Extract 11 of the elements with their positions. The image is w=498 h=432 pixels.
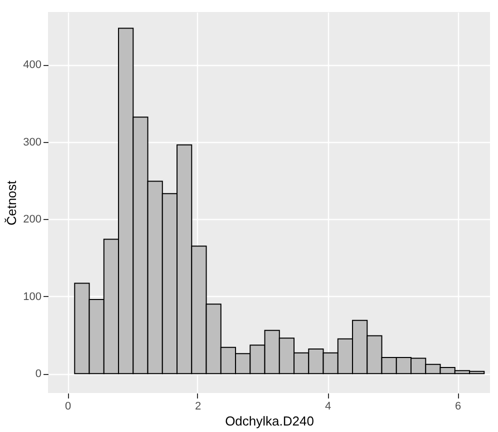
y-axis-title: Četnost xyxy=(4,180,20,226)
y-tick-label: 200 xyxy=(23,214,42,226)
y-tick-label: 0 xyxy=(35,368,42,380)
y-tick-label: 400 xyxy=(23,59,42,72)
x-tick-label: 0 xyxy=(64,400,72,412)
x-tick-label: 4 xyxy=(324,400,332,412)
x-tick-label: 6 xyxy=(454,400,462,412)
y-tick-label: 100 xyxy=(23,290,42,303)
y-tick-label: 300 xyxy=(23,136,42,148)
x-axis-title: Odchylka.D240 xyxy=(225,414,314,428)
x-tick-label: 2 xyxy=(194,400,202,412)
